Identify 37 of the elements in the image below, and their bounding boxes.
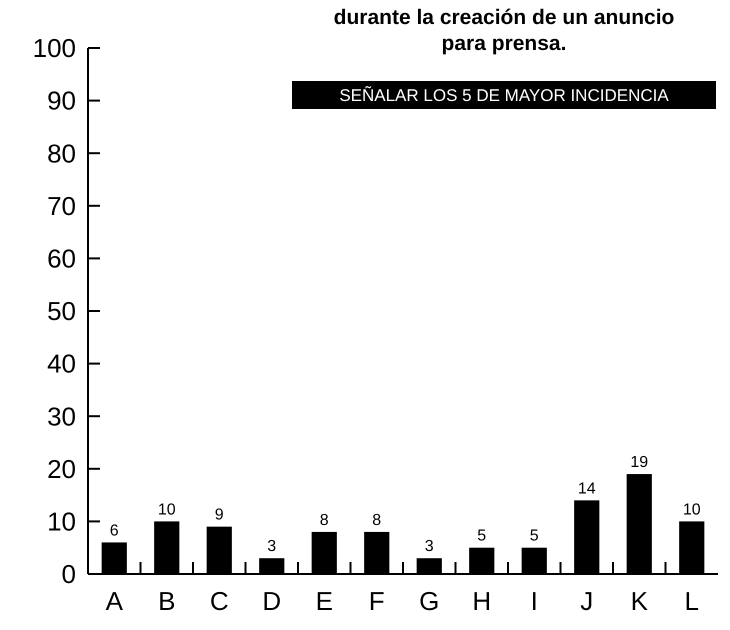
y-tick-label: 70 xyxy=(47,190,76,221)
y-tick-label: 20 xyxy=(47,454,76,484)
data-label: 8 xyxy=(372,512,382,529)
data-label: 5 xyxy=(530,528,539,545)
x-tick-label: D xyxy=(262,586,282,616)
x-tick-label: A xyxy=(106,586,124,616)
data-label: 10 xyxy=(158,501,176,518)
y-tick-label: 50 xyxy=(47,296,76,326)
x-tick-label: K xyxy=(630,586,649,616)
x-tick-label: F xyxy=(368,586,385,616)
y-tick-label: 60 xyxy=(47,244,76,274)
x-tick-label: E xyxy=(316,586,333,616)
data-label: 10 xyxy=(682,501,701,518)
y-tick-label: 0 xyxy=(62,559,76,590)
chart-title: durante la creación de un anuncio para prensa. xyxy=(334,6,674,55)
y-tick-label: 100 xyxy=(32,33,76,64)
x-tick-label: H xyxy=(472,586,492,616)
data-label: 3 xyxy=(424,538,434,556)
y-tick-label: 30 xyxy=(47,401,76,432)
data-label: 5 xyxy=(477,528,486,545)
data-label: 6 xyxy=(110,522,119,540)
x-tick-label: C xyxy=(210,586,229,616)
y-tick-label: 40 xyxy=(47,348,76,379)
x-tick-label: G xyxy=(419,586,440,616)
annotation: SEÑALAR LOS 5 DE MAYOR INCIDENCIA xyxy=(339,86,670,105)
x-tick-label: I xyxy=(530,586,538,616)
data-label: 9 xyxy=(214,506,224,524)
x-tick-label: J xyxy=(580,586,594,616)
data-label: 14 xyxy=(578,480,596,498)
y-tick-label: 90 xyxy=(47,86,76,116)
data-label: 3 xyxy=(267,538,276,556)
y-tick-label: 80 xyxy=(47,138,76,168)
x-tick-label: L xyxy=(684,586,699,616)
data-label: 8 xyxy=(320,512,329,529)
x-tick-label: B xyxy=(158,586,176,616)
y-tick-label: 10 xyxy=(47,506,76,536)
data-label: 19 xyxy=(630,454,648,472)
